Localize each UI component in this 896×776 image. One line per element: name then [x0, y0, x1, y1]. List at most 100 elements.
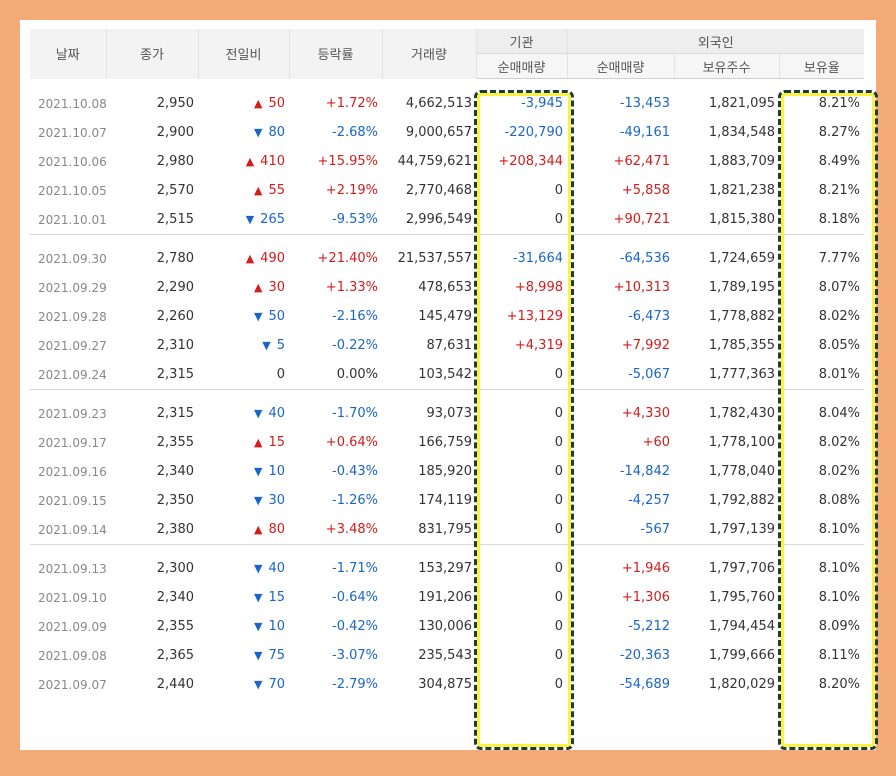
inst-net-cell: 0 [476, 428, 567, 457]
rate-cell: 0.00% [289, 360, 382, 390]
ratio-cell-value: 8.27% [818, 125, 861, 140]
rate-cell: -3.07% [289, 641, 382, 670]
change-cell-value: 55 [268, 183, 285, 198]
close-cell: 2,340 [106, 457, 198, 486]
header-foreign-net: 순매매량 [567, 53, 675, 79]
date-cell-value: 2021.09.16 [38, 464, 107, 479]
volume-cell-value: 2,996,549 [405, 212, 472, 227]
foreign-net-cell: -4,257 [567, 486, 674, 515]
foreign-net-cell: +4,330 [567, 399, 674, 428]
inst-net-cell-value: +4,319 [514, 338, 563, 353]
inst-net-cell: -31,664 [476, 244, 567, 273]
date-cell: 2021.09.29 [30, 273, 107, 302]
inst-net-cell-value: 0 [554, 619, 563, 634]
foreign-net-cell-value: +90,721 [613, 212, 670, 227]
foreign-net-cell: +5,858 [567, 176, 674, 205]
rate-cell-value: 0.00% [336, 367, 378, 382]
group-separator [30, 389, 865, 399]
close-cell: 2,300 [106, 554, 198, 583]
holdings-cell: 1,799,666 [674, 641, 779, 670]
group-separator [30, 544, 865, 554]
change-cell-value: 75 [268, 648, 285, 663]
triangle-down-icon: ▼ [253, 494, 263, 507]
foreign-net-cell: +90,721 [567, 205, 674, 235]
change-cell-value: 490 [260, 251, 285, 266]
rate-cell-value: +15.95% [317, 154, 378, 169]
change-cell: ▼ 75 [198, 641, 289, 670]
triangle-down-icon: ▼ [253, 678, 263, 691]
holdings-cell: 1,794,454 [674, 612, 779, 641]
triangle-up-icon: ▲ [253, 281, 263, 294]
foreign-net-cell: -567 [567, 515, 674, 545]
holdings-cell: 1,883,709 [674, 147, 779, 176]
triangle-up-icon: ▲ [245, 155, 255, 168]
date-cell: 2021.09.24 [30, 360, 107, 390]
change-cell-value: 80 [268, 125, 285, 140]
header-institution: 기관 [476, 29, 568, 54]
triangle-up-icon: ▲ [253, 523, 263, 536]
close-cell: 2,780 [106, 244, 198, 273]
volume-cell-value: 9,000,657 [405, 125, 472, 140]
holdings-cell: 1,797,706 [674, 554, 779, 583]
header-close: 종가 [106, 29, 199, 79]
foreign-net-cell: -20,363 [567, 641, 674, 670]
close-cell: 2,290 [106, 273, 198, 302]
foreign-net-cell-value: +10,313 [613, 280, 670, 295]
ratio-cell: 8.21% [779, 89, 864, 118]
date-cell-value: 2021.10.01 [38, 212, 107, 227]
triangle-up-icon: ▲ [253, 184, 263, 197]
close-cell: 2,900 [106, 118, 198, 147]
header-date: 날짜 [30, 29, 107, 79]
rate-cell-value: +1.33% [325, 280, 378, 295]
close-cell-value: 2,290 [156, 280, 194, 295]
volume-cell: 21,537,557 [382, 244, 476, 273]
date-cell: 2021.09.16 [30, 457, 107, 486]
close-cell-value: 2,780 [156, 251, 194, 266]
table-spacer [30, 79, 864, 90]
volume-cell: 166,759 [382, 428, 476, 457]
inst-net-cell-value: 0 [554, 183, 563, 198]
rate-cell: +1.33% [289, 273, 382, 302]
date-cell-value: 2021.10.08 [38, 96, 107, 111]
date-cell-value: 2021.10.05 [38, 183, 107, 198]
inst-net-cell-value: 0 [554, 677, 563, 692]
date-cell: 2021.09.09 [30, 612, 107, 641]
date-cell-value: 2021.09.07 [38, 677, 107, 692]
change-cell-value: 50 [268, 309, 285, 324]
triangle-down-icon: ▼ [253, 310, 263, 323]
change-cell: ▲ 80 [198, 515, 289, 545]
stock-table-panel: 날짜 종가 전일비 등락률 거래량 기관 외국인 순매매량 순매매량 보유주수 … [20, 20, 878, 750]
close-cell-value: 2,515 [156, 212, 194, 227]
volume-cell: 44,759,621 [382, 147, 476, 176]
inst-net-cell: -220,790 [476, 118, 567, 147]
close-cell: 2,260 [106, 302, 198, 331]
ratio-cell-value: 8.10% [818, 590, 861, 605]
ratio-cell: 8.02% [779, 302, 864, 331]
table-row: 2021.09.07 2,440 ▼ 70 -2.79% 304,875 0 -54,689 1… [30, 670, 864, 699]
rate-cell: +0.64% [289, 428, 382, 457]
rate-cell-value: +2.19% [325, 183, 378, 198]
date-cell-value: 2021.09.27 [38, 338, 107, 353]
volume-cell: 478,653 [382, 273, 476, 302]
holdings-cell-value: 1,797,139 [708, 522, 775, 537]
change-cell-value: 15 [268, 435, 285, 450]
ratio-cell: 8.10% [779, 515, 864, 545]
close-cell-value: 2,950 [156, 96, 194, 111]
volume-cell: 130,006 [382, 612, 476, 641]
change-cell-value: 30 [268, 493, 285, 508]
date-cell: 2021.10.07 [30, 118, 107, 147]
change-cell-value: 0 [276, 367, 285, 382]
holdings-cell: 1,821,095 [674, 89, 779, 118]
header-foreign: 외국인 [567, 29, 865, 54]
rate-cell: -0.64% [289, 583, 382, 612]
triangle-up-icon: ▲ [253, 97, 263, 110]
inst-net-cell: 0 [476, 399, 567, 428]
inst-net-cell: 0 [476, 515, 567, 545]
close-cell-value: 2,900 [156, 125, 194, 140]
ratio-cell-value: 8.01% [818, 367, 861, 382]
volume-cell: 9,000,657 [382, 118, 476, 147]
holdings-cell-value: 1,821,095 [708, 96, 775, 111]
ratio-cell-value: 8.11% [818, 648, 861, 663]
rate-cell-value: -0.42% [332, 619, 378, 634]
rate-cell-value: +21.40% [317, 251, 378, 266]
